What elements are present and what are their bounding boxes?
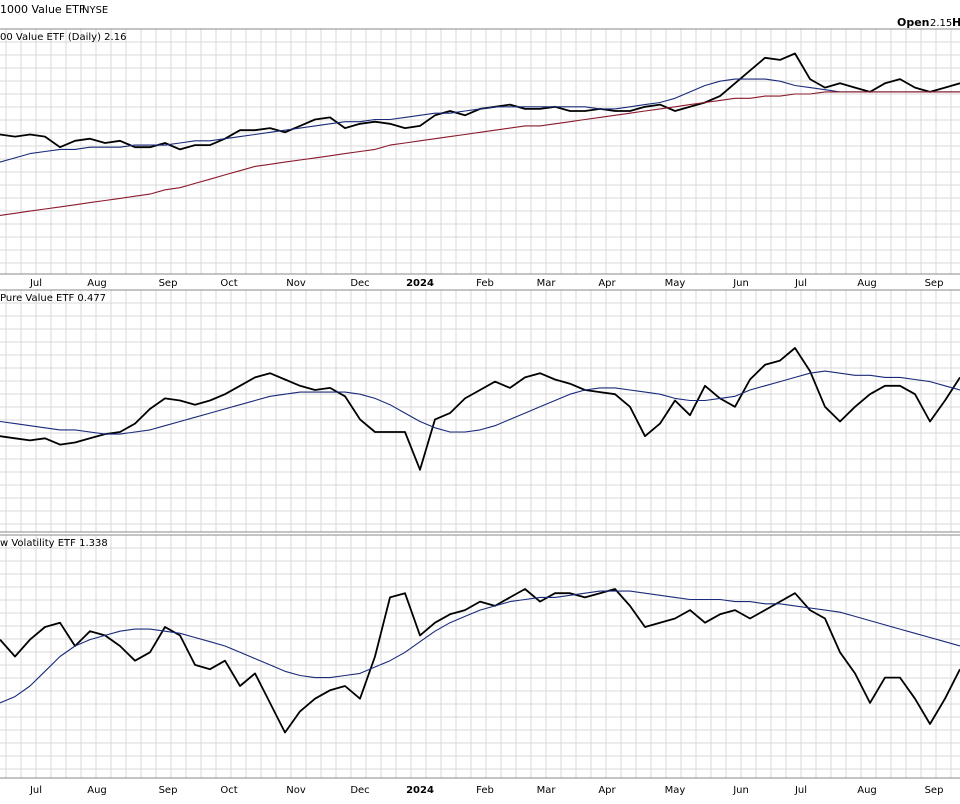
x-tick-label: 2024 (406, 278, 434, 289)
x-tick-label: Sep (925, 278, 944, 289)
x-tick-label: 2024 (406, 785, 434, 796)
x-tick-label: Sep (159, 278, 178, 289)
series-ma-line-panel3 (0, 590, 960, 704)
x-tick-label: May (665, 785, 686, 796)
series-price-line-panel2 (0, 347, 960, 471)
x-tick-label: Sep (159, 785, 178, 796)
x-tick-label: Apr (598, 278, 616, 289)
series-price-line-panel3 (0, 588, 960, 734)
x-tick-label: Oct (220, 278, 237, 289)
x-tick-label: Jun (732, 278, 749, 289)
x-tick-label: Apr (598, 785, 616, 796)
x-tick-label: Jul (794, 278, 807, 289)
x-tick-label: May (665, 278, 686, 289)
x-tick-label: Mar (537, 278, 557, 289)
x-tick-label: Jul (794, 785, 807, 796)
x-tick-label: Sep (925, 785, 944, 796)
x-tick-label: Nov (286, 278, 306, 289)
x-tick-label: Jul (29, 785, 42, 796)
series-ma2-line-panel1 (0, 91, 960, 216)
x-tick-label: Dec (350, 278, 369, 289)
x-tick-label: Oct (220, 785, 237, 796)
x-tick-label: Jul (29, 278, 42, 289)
exchange-label: NYSE (82, 5, 108, 16)
open-value: 2.15 (930, 18, 952, 29)
x-tick-label: Feb (476, 278, 494, 289)
panels-group: 00 Value ETF (Daily) 2.16 Jul Aug Sep Oct Nov… (0, 28, 960, 796)
x-tick-label: Feb (476, 785, 494, 796)
x-tick-label: Aug (87, 785, 107, 796)
open-label: Open (897, 16, 930, 29)
x-tick-label: Aug (87, 278, 107, 289)
x-tick-label: Mar (537, 785, 557, 796)
x-tick-label: Aug (857, 785, 877, 796)
x-tick-label: Dec (350, 785, 369, 796)
open-cut-label: H (952, 16, 960, 29)
x-tick-label: Aug (857, 278, 877, 289)
series-ma-line-panel1 (0, 78, 960, 163)
chart-title: 1000 Value ETF (0, 3, 85, 16)
panel2-legend: Pure Value ETF 0.477 (0, 293, 106, 304)
panel1-legend: 00 Value ETF (Daily) 2.16 (0, 32, 126, 43)
x-tick-label: Jun (732, 785, 749, 796)
series-ma-line-panel2 (0, 370, 960, 435)
panel3-legend: w Volatility ETF 1.338 (0, 538, 108, 549)
x-tick-label: Nov (286, 785, 306, 796)
